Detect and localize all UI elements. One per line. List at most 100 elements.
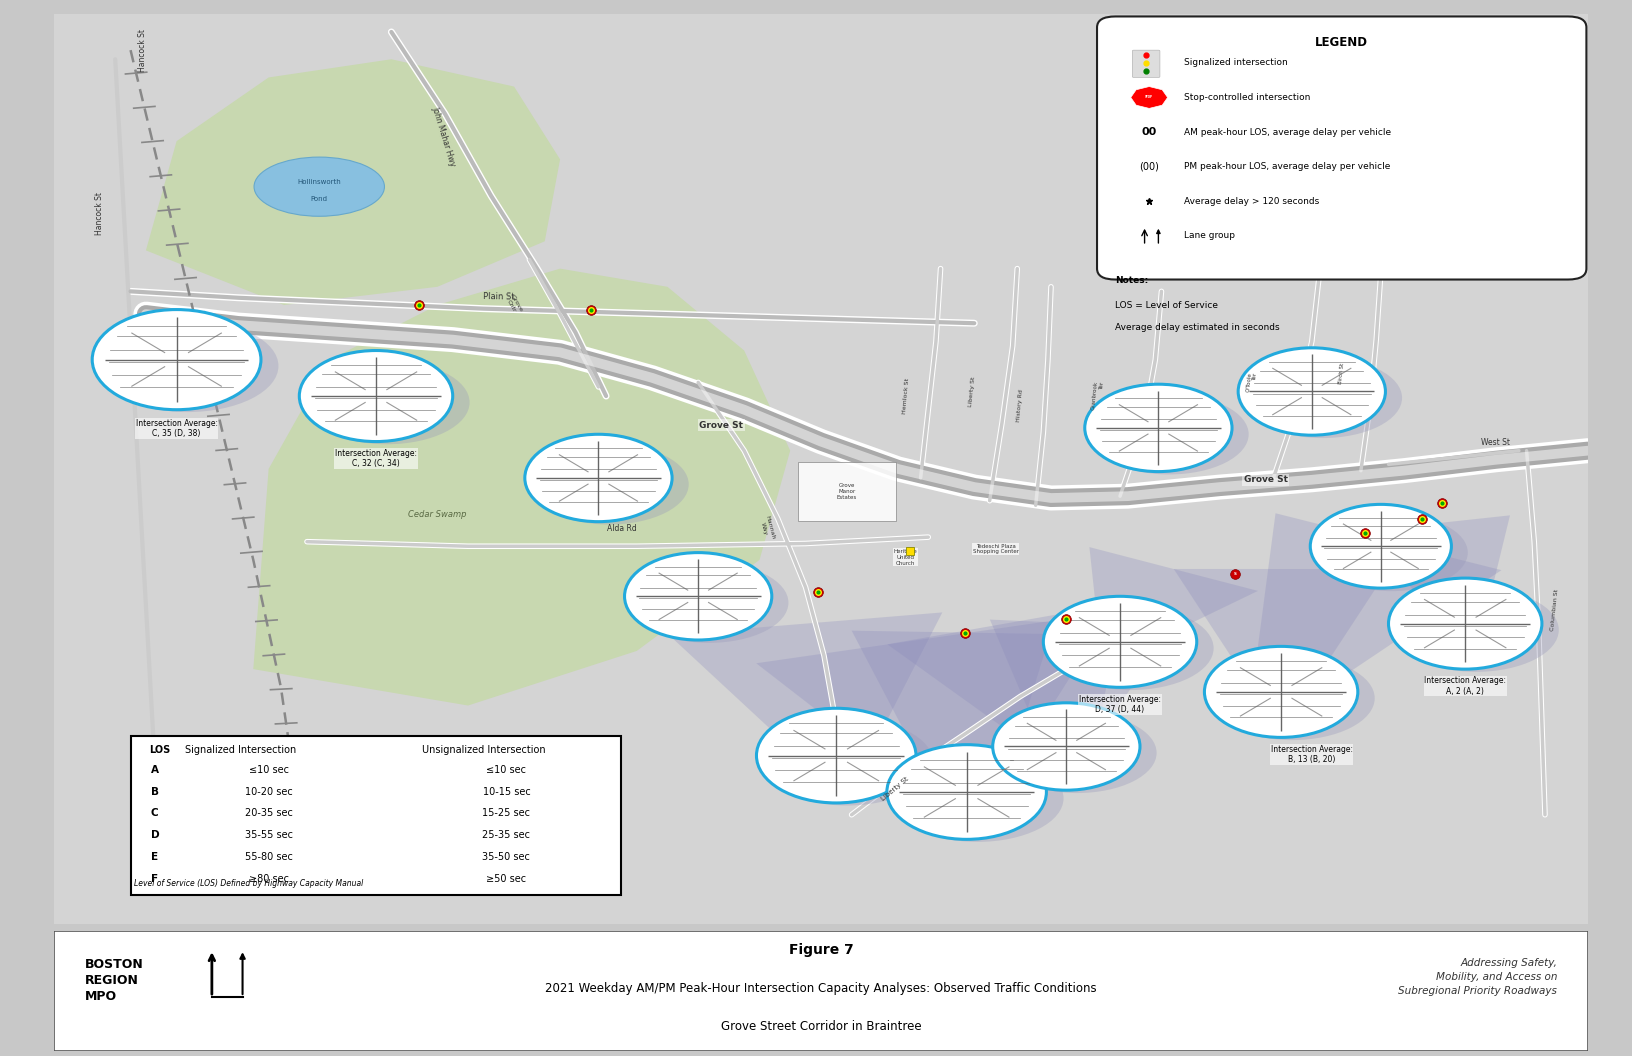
Text: STOP: STOP <box>1146 95 1154 99</box>
Circle shape <box>625 552 772 640</box>
Ellipse shape <box>997 713 1157 793</box>
Text: Liberty St: Liberty St <box>968 376 976 407</box>
Text: LOS: LOS <box>149 744 170 755</box>
Text: (00): (00) <box>1139 162 1159 172</box>
Circle shape <box>886 744 1046 840</box>
Text: BOSTON
REGION
MPO: BOSTON REGION MPO <box>85 958 144 1002</box>
Circle shape <box>992 703 1141 790</box>
Text: 35-50 sec: 35-50 sec <box>483 852 530 862</box>
Text: 00: 00 <box>1141 127 1157 137</box>
Text: ≤10 sec: ≤10 sec <box>248 765 289 775</box>
Ellipse shape <box>1090 394 1248 474</box>
Text: Grove St: Grove St <box>698 420 743 430</box>
Text: Level of Service (LOS) Defined by Highway Capacity Manual: Level of Service (LOS) Defined by Highwa… <box>134 879 362 888</box>
Ellipse shape <box>630 563 788 643</box>
Text: C: C <box>150 809 158 818</box>
Text: O'Toole
Ter: O'Toole Ter <box>1245 372 1258 393</box>
Text: Granbrook
Ter: Granbrook Ter <box>1090 381 1105 411</box>
Text: AM peak-hour LOS, average delay per vehicle: AM peak-hour LOS, average delay per vehi… <box>1185 128 1392 136</box>
Text: 35-55 sec: 35-55 sec <box>245 830 292 841</box>
Text: 15-25 sec: 15-25 sec <box>483 809 530 818</box>
Ellipse shape <box>96 320 279 412</box>
Text: Unsignalized Intersection: Unsignalized Intersection <box>421 744 545 755</box>
FancyBboxPatch shape <box>131 736 622 894</box>
Circle shape <box>299 351 452 441</box>
Polygon shape <box>669 612 942 758</box>
Text: Columbian St: Columbian St <box>1549 589 1559 631</box>
FancyBboxPatch shape <box>1097 17 1586 280</box>
Circle shape <box>526 434 672 522</box>
Circle shape <box>1204 646 1358 737</box>
FancyBboxPatch shape <box>1133 50 1160 77</box>
Circle shape <box>1043 597 1196 687</box>
Text: LEGEND: LEGEND <box>1315 37 1368 50</box>
Polygon shape <box>991 620 1173 748</box>
FancyBboxPatch shape <box>54 931 1588 1051</box>
Text: PM peak-hour LOS, average delay per vehicle: PM peak-hour LOS, average delay per vehi… <box>1185 163 1390 171</box>
Polygon shape <box>1253 513 1501 699</box>
Text: Signalized intersection: Signalized intersection <box>1185 58 1288 68</box>
Text: Hannah
Way: Hannah Way <box>759 515 775 542</box>
Text: Intersection Average:
C, 35 (D, 38): Intersection Average: C, 35 (D, 38) <box>135 419 217 438</box>
Ellipse shape <box>1394 588 1559 672</box>
Text: Grove
Cntr: Grove Cntr <box>504 295 524 316</box>
Polygon shape <box>1173 569 1389 692</box>
Text: Hancock St: Hancock St <box>95 192 104 235</box>
Text: Notes:: Notes: <box>1115 276 1149 285</box>
Text: Intersection Average:
D, 37 (D, 44): Intersection Average: D, 37 (D, 44) <box>1079 695 1160 714</box>
Ellipse shape <box>1048 606 1214 690</box>
Text: Hollinsworth: Hollinsworth <box>297 180 341 185</box>
Text: Heritage
United
Church: Heritage United Church <box>893 549 917 566</box>
Circle shape <box>757 709 916 803</box>
Text: Birch St: Birch St <box>1338 362 1345 384</box>
Ellipse shape <box>761 718 934 806</box>
Text: 2021 Weekday AM/PM Peak-Hour Intersection Capacity Analyses: Observed Traffic Co: 2021 Weekday AM/PM Peak-Hour Intersectio… <box>545 981 1097 995</box>
Ellipse shape <box>530 445 689 525</box>
Ellipse shape <box>1244 358 1402 438</box>
Text: Signalized Intersection: Signalized Intersection <box>186 744 297 755</box>
Text: D: D <box>150 830 160 841</box>
Ellipse shape <box>1315 514 1467 591</box>
Text: ≥80 sec: ≥80 sec <box>248 874 289 884</box>
Text: Intersection Average:
B, 13 (B, 20): Intersection Average: B, 13 (B, 20) <box>1271 744 1353 765</box>
Text: Grove St: Grove St <box>1244 475 1288 485</box>
Circle shape <box>1310 505 1451 588</box>
Polygon shape <box>145 59 560 305</box>
FancyBboxPatch shape <box>41 6 1601 931</box>
Text: E: E <box>150 852 158 862</box>
Text: B: B <box>150 787 158 796</box>
Text: Hemlock St: Hemlock St <box>902 378 911 414</box>
Polygon shape <box>1359 515 1510 625</box>
Text: Figure 7: Figure 7 <box>788 943 854 958</box>
Text: 10-15 sec: 10-15 sec <box>483 787 530 796</box>
Text: Plain St: Plain St <box>483 291 514 301</box>
Text: Intersection Average:
A, 2 (A, 2): Intersection Average: A, 2 (A, 2) <box>1425 677 1506 696</box>
Text: History Rd: History Rd <box>1015 389 1023 421</box>
Text: 55-80 sec: 55-80 sec <box>245 852 292 862</box>
Text: Pond: Pond <box>310 196 328 203</box>
Ellipse shape <box>255 157 385 216</box>
Text: Grove
Manor
Estates: Grove Manor Estates <box>837 483 857 501</box>
Text: Intersection Average:
C, 32 (C, 34): Intersection Average: C, 32 (C, 34) <box>335 449 418 468</box>
Text: Tedeschi Plaza
Shopping Center: Tedeschi Plaza Shopping Center <box>973 544 1018 554</box>
Text: ≥50 sec: ≥50 sec <box>486 874 527 884</box>
Ellipse shape <box>891 755 1064 842</box>
Text: John Mahar Hwy: John Mahar Hwy <box>431 106 457 168</box>
Polygon shape <box>756 620 1054 797</box>
Polygon shape <box>888 603 1123 752</box>
Text: Lane group: Lane group <box>1185 231 1235 241</box>
Circle shape <box>1085 384 1232 472</box>
Text: Alda Rd: Alda Rd <box>607 524 636 532</box>
Ellipse shape <box>304 360 470 445</box>
Polygon shape <box>852 630 1097 793</box>
Text: 20-35 sec: 20-35 sec <box>245 809 292 818</box>
Text: Stop-controlled intersection: Stop-controlled intersection <box>1185 93 1310 102</box>
Text: ≤10 sec: ≤10 sec <box>486 765 527 775</box>
Text: LOS = Level of Service: LOS = Level of Service <box>1115 301 1219 310</box>
Text: Addressing Safety,
Mobility, and Access on
Subregional Priority Roadways: Addressing Safety, Mobility, and Access … <box>1399 958 1557 996</box>
Text: Average delay estimated in seconds: Average delay estimated in seconds <box>1115 323 1279 333</box>
Text: F: F <box>150 874 158 884</box>
Circle shape <box>1239 347 1386 435</box>
Text: S: S <box>1234 571 1237 576</box>
Text: A: A <box>150 765 158 775</box>
